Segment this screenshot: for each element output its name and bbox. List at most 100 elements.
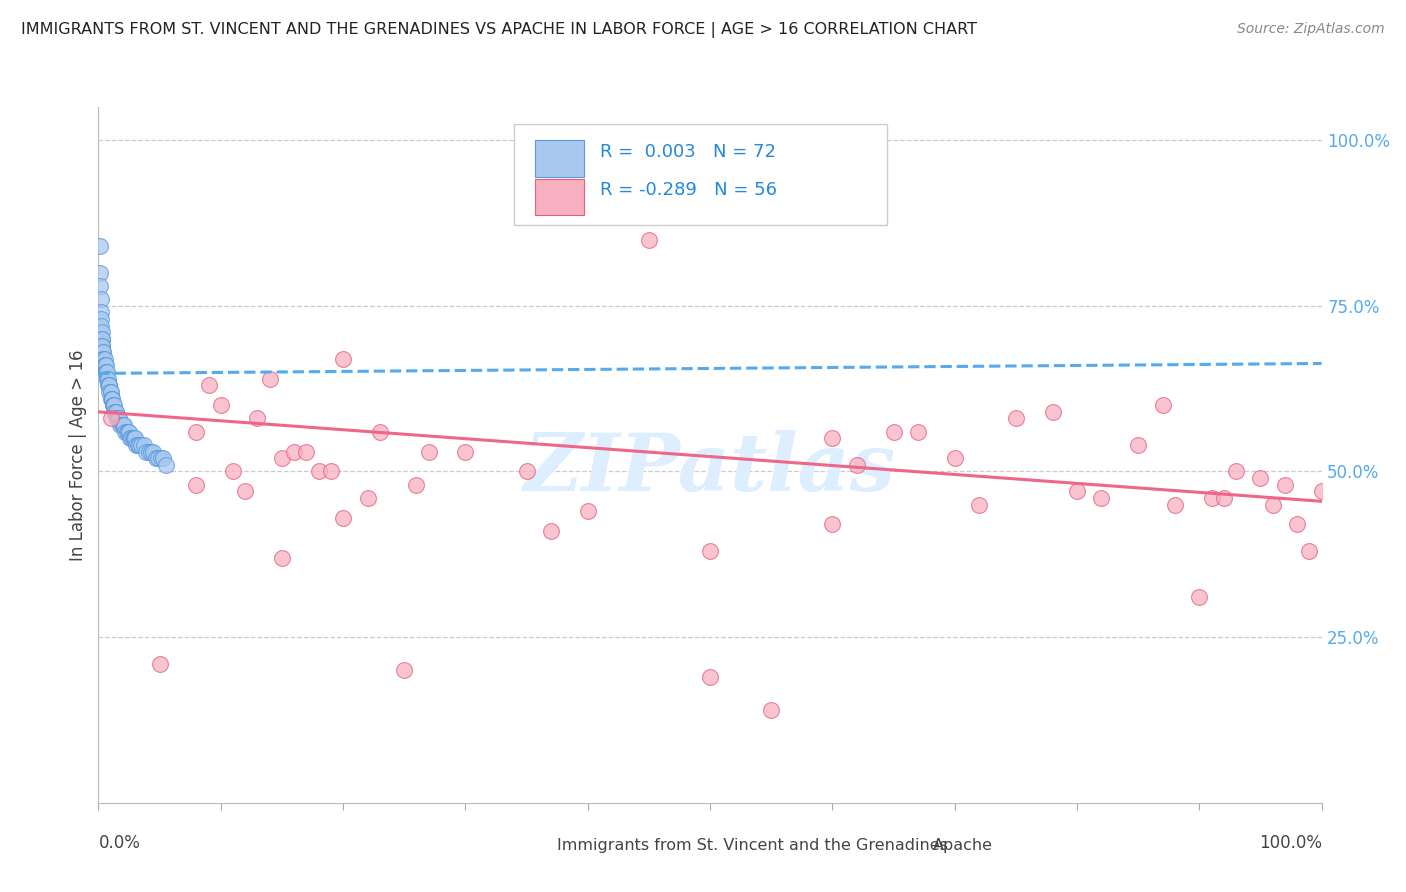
Point — [186, 425, 208, 439]
Point — [98, 378, 121, 392]
Point — [91, 332, 114, 346]
Point — [821, 431, 844, 445]
Point — [1225, 465, 1247, 479]
Point — [1310, 484, 1333, 499]
Point — [233, 484, 256, 499]
Point — [699, 670, 721, 684]
Point — [576, 504, 599, 518]
Point — [907, 425, 929, 439]
Point — [90, 292, 112, 306]
Point — [91, 345, 114, 359]
Point — [1128, 438, 1150, 452]
Point — [114, 425, 136, 439]
Point — [94, 359, 117, 373]
Point — [91, 338, 114, 352]
Point — [103, 398, 125, 412]
Point — [89, 279, 111, 293]
Point — [259, 372, 281, 386]
Point — [515, 465, 537, 479]
Point — [89, 266, 111, 280]
Y-axis label: In Labor Force | Age > 16: In Labor Force | Age > 16 — [69, 349, 87, 561]
Point — [121, 431, 143, 445]
Point — [90, 318, 112, 333]
Point — [105, 411, 128, 425]
Point — [356, 491, 378, 505]
Point — [148, 451, 170, 466]
Point — [1274, 477, 1296, 491]
Point — [91, 345, 114, 359]
Point — [1298, 544, 1320, 558]
Point — [1188, 591, 1211, 605]
Point — [1164, 498, 1187, 512]
Point — [98, 378, 121, 392]
Text: Immigrants from St. Vincent and the Grenadines: Immigrants from St. Vincent and the Gren… — [557, 838, 948, 854]
Point — [1066, 484, 1088, 499]
Point — [100, 392, 122, 406]
Point — [100, 411, 122, 425]
Point — [128, 438, 150, 452]
Point — [943, 451, 966, 466]
Point — [135, 444, 157, 458]
Text: 100.0%: 100.0% — [1258, 834, 1322, 852]
Point — [107, 411, 129, 425]
FancyBboxPatch shape — [515, 124, 887, 226]
Point — [1201, 491, 1223, 505]
Point — [104, 405, 127, 419]
Point — [90, 312, 112, 326]
Point — [1090, 491, 1112, 505]
Point — [152, 451, 174, 466]
Point — [120, 431, 142, 445]
Point — [101, 398, 124, 412]
Point — [111, 418, 134, 433]
Text: Source: ZipAtlas.com: Source: ZipAtlas.com — [1237, 22, 1385, 37]
Point — [283, 444, 305, 458]
Point — [332, 511, 354, 525]
Text: IMMIGRANTS FROM ST. VINCENT AND THE GRENADINES VS APACHE IN LABOR FORCE | AGE > : IMMIGRANTS FROM ST. VINCENT AND THE GREN… — [21, 22, 977, 38]
Point — [97, 372, 120, 386]
Point — [821, 517, 844, 532]
Point — [96, 365, 118, 379]
Point — [91, 351, 114, 366]
Point — [149, 451, 172, 466]
Point — [96, 372, 118, 386]
Point — [112, 418, 135, 433]
Point — [142, 444, 165, 458]
Point — [1261, 498, 1284, 512]
Point — [124, 431, 146, 445]
Point — [540, 524, 562, 538]
Point — [761, 703, 783, 717]
Point — [101, 398, 124, 412]
Point — [1286, 517, 1309, 532]
Point — [96, 372, 118, 386]
Point — [105, 411, 128, 425]
Point — [115, 425, 138, 439]
Point — [845, 458, 868, 472]
Point — [122, 431, 145, 445]
Point — [129, 438, 152, 452]
Point — [90, 305, 112, 319]
Text: R = -0.289   N = 56: R = -0.289 N = 56 — [600, 181, 778, 200]
Text: ZIPatlas: ZIPatlas — [524, 430, 896, 508]
Point — [392, 663, 416, 677]
Text: R =  0.003   N = 72: R = 0.003 N = 72 — [600, 144, 776, 161]
Point — [454, 444, 477, 458]
Point — [120, 431, 142, 445]
Point — [295, 444, 318, 458]
Point — [699, 544, 721, 558]
Point — [149, 657, 172, 671]
Point — [576, 206, 599, 220]
Point — [1004, 411, 1026, 425]
Point — [91, 338, 114, 352]
Point — [91, 351, 114, 366]
Point — [98, 384, 121, 399]
Point — [97, 378, 120, 392]
Point — [197, 378, 219, 392]
Text: 0.0%: 0.0% — [98, 834, 141, 852]
Point — [967, 498, 990, 512]
Point — [418, 444, 440, 458]
Point — [308, 465, 330, 479]
Point — [94, 365, 117, 379]
Point — [270, 451, 294, 466]
Point — [101, 392, 124, 406]
Point — [1249, 471, 1271, 485]
